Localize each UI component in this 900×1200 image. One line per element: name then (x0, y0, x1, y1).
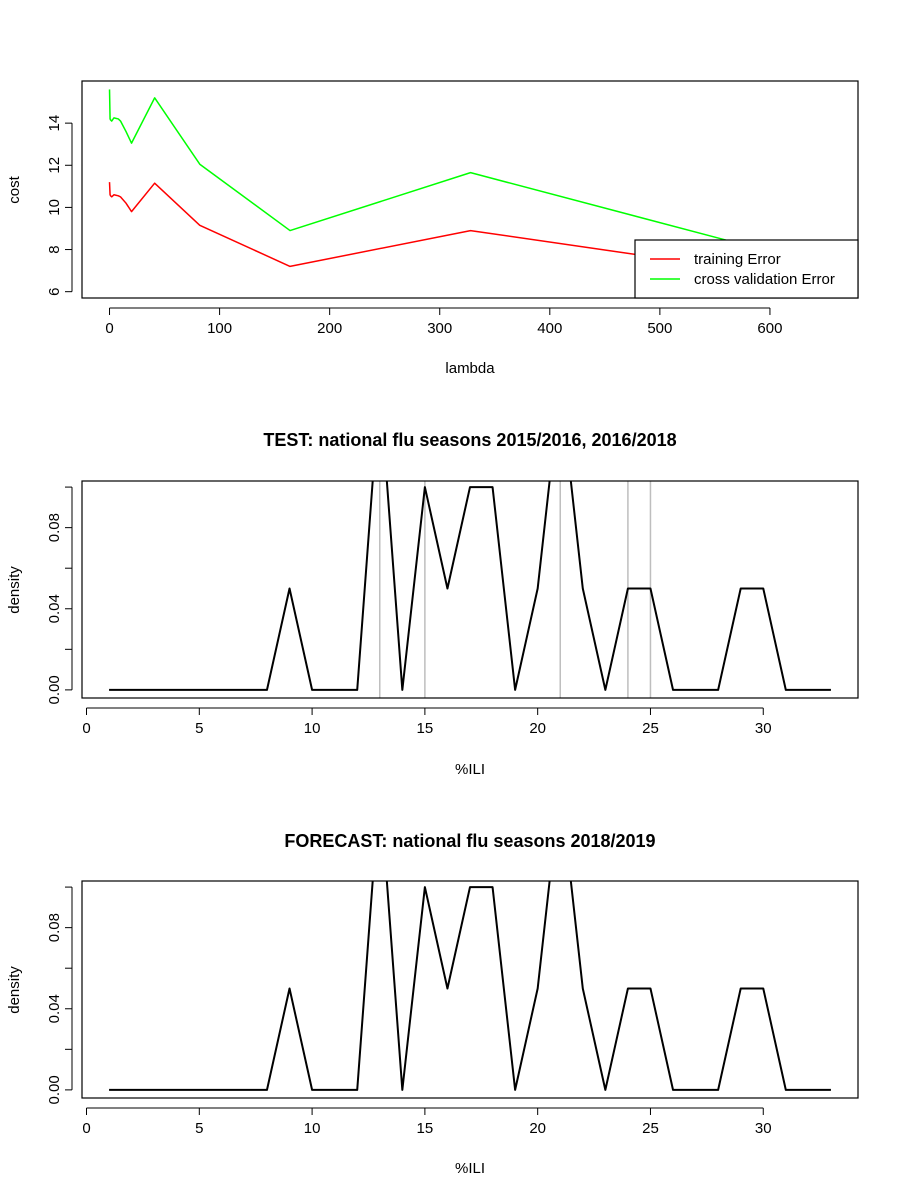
series-line-training-error (108, 182, 832, 272)
chart-title: TEST: national flu seasons 2015/2016, 20… (263, 430, 676, 450)
x-tick-label: 10 (304, 720, 321, 737)
series-layer (109, 481, 831, 691)
x-tick-label: 25 (642, 720, 659, 737)
legend-label-training: training Error (694, 251, 781, 268)
x-tick-label: 15 (417, 1120, 434, 1137)
density-line (109, 481, 831, 691)
x-tick-label: 400 (537, 320, 562, 337)
panel-forecast-density: FORECAST: national flu seasons 2018/2019… (6, 831, 859, 1177)
x-axis-title: lambda (445, 360, 495, 377)
x-tick-label: 0 (105, 320, 113, 337)
y-tick-label: 8 (46, 245, 63, 253)
x-tick-label: 20 (529, 720, 546, 737)
x-tick-label: 600 (757, 320, 782, 337)
panel-test-density: TEST: national flu seasons 2015/2016, 20… (6, 430, 859, 778)
x-tick-label: 100 (207, 320, 232, 337)
legend-label-cross-validation: cross validation Error (694, 271, 835, 288)
panel-cost-vs-lambda: 0 100 200 300 400 500 600 6 8 10 12 14 lambda cost… (6, 80, 859, 377)
x-tick-label: 25 (642, 1120, 659, 1137)
x-tick-label: 20 (529, 1120, 546, 1137)
x-tick-label: 30 (755, 1120, 772, 1137)
y-axis-title: density (6, 966, 23, 1014)
x-axis-title: %ILI (455, 761, 485, 778)
y-tick-label: 0.08 (46, 513, 63, 542)
plot-frame (81, 880, 859, 1099)
y-axis: 6 8 10 12 14 (46, 115, 73, 296)
y-tick-label: 10 (46, 199, 63, 216)
x-axis: 0 5 10 15 20 25 30 (82, 1107, 772, 1137)
y-tick-label: 6 (46, 288, 63, 296)
legend-box (634, 239, 859, 299)
y-axis: 0.00 0.04 0.08 (46, 886, 73, 1104)
x-tick-label: 5 (195, 1120, 203, 1137)
y-tick-label: 0.08 (46, 913, 63, 942)
series-layer (109, 881, 831, 1091)
y-tick-label: 0.04 (46, 594, 63, 623)
x-tick-label: 300 (427, 320, 452, 337)
x-tick-label: 10 (304, 1120, 321, 1137)
x-tick-label: 30 (755, 720, 772, 737)
legend: training Error cross validation Error (634, 239, 859, 299)
y-tick-label: 12 (46, 157, 63, 174)
x-tick-label: 200 (317, 320, 342, 337)
x-axis: 0 5 10 15 20 25 30 (82, 707, 772, 737)
y-tick-label: 14 (46, 115, 63, 132)
y-tick-label: 0.04 (46, 994, 63, 1023)
series-line-cross-validation-error (108, 89, 727, 241)
density-line (109, 881, 831, 1091)
y-tick-label: 0.00 (46, 1075, 63, 1104)
x-tick-label: 0 (82, 720, 90, 737)
y-axis-title: density (6, 566, 23, 614)
y-axis-title: cost (6, 175, 23, 203)
chart-title: FORECAST: national flu seasons 2018/2019 (284, 831, 655, 851)
x-tick-label: 5 (195, 720, 203, 737)
y-axis: 0.00 0.04 0.08 (46, 486, 73, 704)
y-tick-label: 0.00 (46, 675, 63, 704)
x-tick-label: 0 (82, 1120, 90, 1137)
series-layer (108, 89, 832, 272)
x-axis: 0 100 200 300 400 500 600 (105, 307, 782, 337)
x-axis-title: %ILI (455, 1160, 485, 1177)
x-tick-label: 500 (647, 320, 672, 337)
plot-frame (81, 480, 859, 699)
x-tick-label: 15 (417, 720, 434, 737)
plot-frame (81, 80, 859, 299)
